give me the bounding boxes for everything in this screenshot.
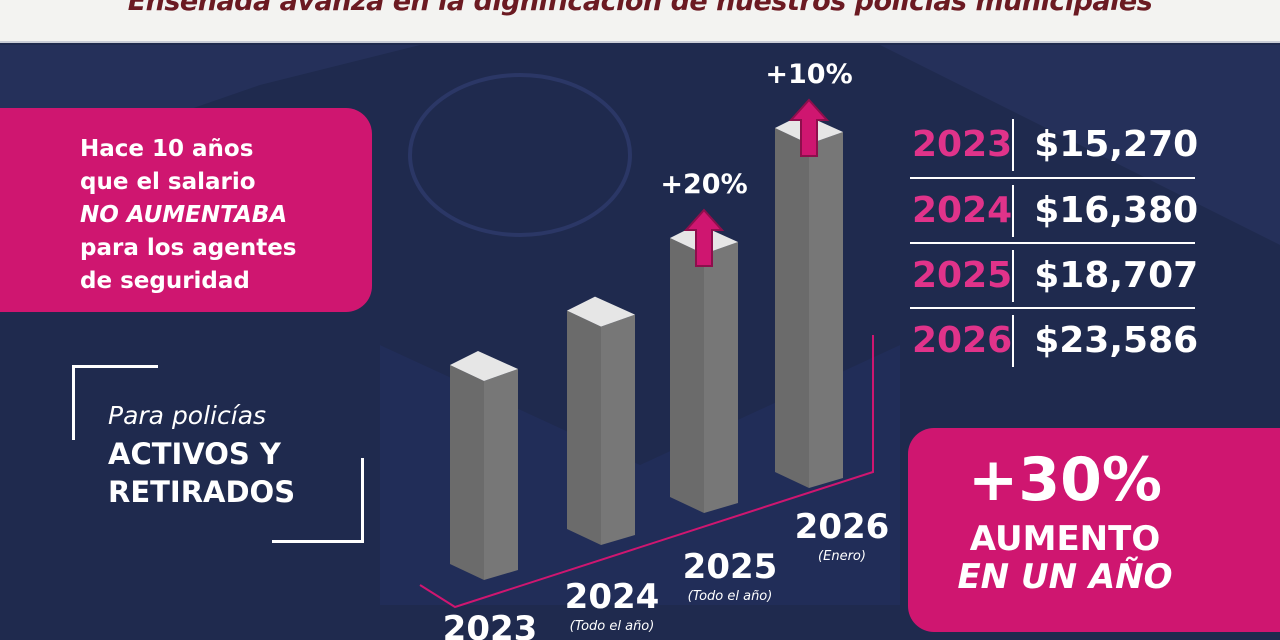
bar-face-right xyxy=(484,368,518,580)
salary-table: 2023 $15,270 2024 $16,380 2025 $18,707 2026… xyxy=(910,112,1198,372)
intro-text: Hace 10 años que el salario NO AUMENTABA… xyxy=(80,133,296,298)
intro-box xyxy=(0,108,372,312)
chart-baseline xyxy=(419,335,874,609)
arrow-up-icon xyxy=(788,98,830,157)
audience-line: ACTIVOS Y xyxy=(108,437,281,471)
table-year: 2024 xyxy=(912,190,1013,231)
table-row: 2026 $23,586 xyxy=(910,307,1198,372)
bar-face-left xyxy=(670,238,704,513)
bar-face-left xyxy=(450,364,484,580)
bracket-top xyxy=(72,365,158,440)
bar-face-left xyxy=(567,310,601,545)
arrow-up-icon xyxy=(683,208,725,268)
bar-year-label: 2023 xyxy=(443,609,538,640)
bar-sublabel: (Todo el año) xyxy=(688,589,773,604)
table-year: 2025 xyxy=(912,255,1013,296)
table-year: 2026 xyxy=(912,320,1013,361)
bar-year-label: 2026 xyxy=(795,507,890,547)
summary-text: AUMENTO EN UN AÑO xyxy=(910,520,1220,596)
bar-top xyxy=(567,296,635,327)
header-band: Ensenada avanza en la dignificación de n… xyxy=(0,0,1280,43)
intro-line: que el salario xyxy=(80,169,256,195)
table-amount: $23,586 xyxy=(1012,314,1198,367)
summary-percent: +30% xyxy=(968,445,1162,515)
increase-label: +20% xyxy=(660,169,747,200)
intro-line: para los agentes xyxy=(80,235,297,261)
audience-text: Para policías ACTIVOS Y RETIRADOS xyxy=(108,397,295,511)
table-row: 2024 $16,380 xyxy=(910,177,1198,242)
bar-year-label: 2025 xyxy=(683,547,778,587)
bar-sublabel: (Enero) xyxy=(818,549,866,564)
table-amount: $16,380 xyxy=(1012,184,1198,237)
bar-year-label: 2024 xyxy=(565,577,660,617)
intro-line: de seguridad xyxy=(80,268,250,294)
summary-line: AUMENTO xyxy=(969,519,1161,559)
bar-face-right xyxy=(601,314,635,545)
intro-emphasis: NO AUMENTABA xyxy=(80,202,288,228)
summary-box xyxy=(908,428,1280,632)
intro-line: Hace 10 años xyxy=(80,136,254,162)
table-amount: $15,270 xyxy=(1012,118,1198,171)
bracket-bottom xyxy=(272,458,364,543)
increase-label: +10% xyxy=(765,59,852,90)
bar-face-left xyxy=(775,127,809,489)
table-year: 2023 xyxy=(912,124,1013,165)
summary-line: EN UN AÑO xyxy=(957,557,1173,597)
bar-face-right xyxy=(704,242,738,513)
bar-face-right xyxy=(809,131,843,489)
table-amount: $18,707 xyxy=(1012,249,1198,302)
audience-line: RETIRADOS xyxy=(108,475,296,509)
bar-sublabel: (Todo el año) xyxy=(570,619,655,634)
page-title: Ensenada avanza en la dignificación de n… xyxy=(127,0,1153,17)
table-row: 2025 $18,707 xyxy=(910,242,1198,307)
bar-top xyxy=(450,350,518,381)
audience-line: Para policías xyxy=(108,401,267,430)
table-row: 2023 $15,270 xyxy=(910,112,1198,177)
